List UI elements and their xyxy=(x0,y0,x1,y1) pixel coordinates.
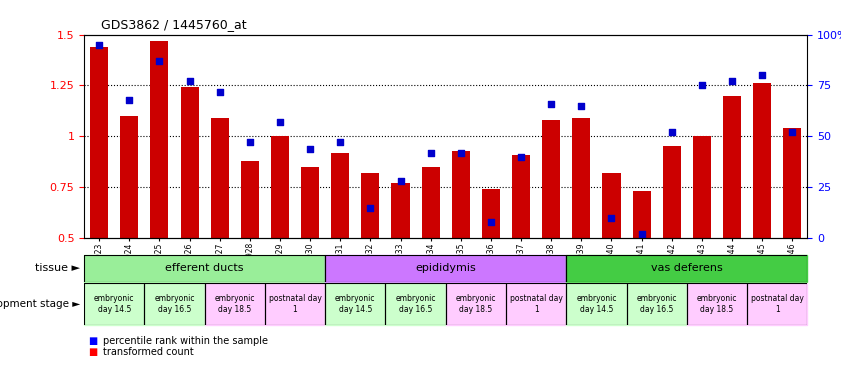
Bar xyxy=(566,255,807,282)
Bar xyxy=(627,283,687,325)
Bar xyxy=(421,167,440,238)
Bar xyxy=(120,116,138,238)
Point xyxy=(394,178,407,184)
Bar xyxy=(301,167,319,238)
Bar xyxy=(446,283,506,325)
Text: embryonic
day 16.5: embryonic day 16.5 xyxy=(637,295,677,314)
Bar xyxy=(753,83,771,238)
Text: embryonic
day 14.5: embryonic day 14.5 xyxy=(576,295,616,314)
Bar xyxy=(362,173,379,238)
Bar xyxy=(84,255,325,282)
Bar xyxy=(391,183,410,238)
Text: embryonic
day 18.5: embryonic day 18.5 xyxy=(696,295,738,314)
Bar xyxy=(566,283,627,325)
Text: epididymis: epididymis xyxy=(415,263,476,273)
Point xyxy=(696,83,709,89)
Bar xyxy=(663,147,680,238)
Text: transformed count: transformed count xyxy=(103,347,193,357)
Point xyxy=(363,204,377,210)
Point xyxy=(785,129,799,135)
Text: ■: ■ xyxy=(88,336,98,346)
Text: postnatal day
1: postnatal day 1 xyxy=(751,295,804,314)
Bar xyxy=(512,155,530,238)
Text: vas deferens: vas deferens xyxy=(651,263,722,273)
Bar xyxy=(723,96,741,238)
Bar xyxy=(181,88,198,238)
Bar xyxy=(747,283,807,325)
Bar xyxy=(331,152,349,238)
Text: GDS3862 / 1445760_at: GDS3862 / 1445760_at xyxy=(101,18,246,31)
Point xyxy=(182,78,196,84)
Point xyxy=(665,129,679,135)
Text: postnatal day
1: postnatal day 1 xyxy=(268,295,321,314)
Point xyxy=(605,215,618,221)
Bar xyxy=(90,47,108,238)
Bar xyxy=(542,120,560,238)
Text: ■: ■ xyxy=(88,347,98,357)
Point xyxy=(574,103,588,109)
Point xyxy=(93,42,106,48)
Point xyxy=(484,219,498,225)
Text: embryonic
day 18.5: embryonic day 18.5 xyxy=(214,295,255,314)
Point xyxy=(334,139,347,146)
Bar xyxy=(210,118,229,238)
Point xyxy=(454,149,468,156)
Point xyxy=(243,139,257,146)
Point xyxy=(304,146,317,152)
Point xyxy=(515,154,528,160)
Point xyxy=(635,231,648,237)
Bar xyxy=(693,136,711,238)
Point xyxy=(725,78,738,84)
Text: embryonic
day 18.5: embryonic day 18.5 xyxy=(456,295,496,314)
Text: embryonic
day 16.5: embryonic day 16.5 xyxy=(154,295,195,314)
Bar xyxy=(506,283,566,325)
Point xyxy=(755,72,769,78)
Bar xyxy=(145,283,204,325)
Point xyxy=(153,58,167,64)
Bar xyxy=(572,118,590,238)
Text: development stage ►: development stage ► xyxy=(0,299,80,309)
Point xyxy=(424,149,437,156)
Bar xyxy=(452,151,470,238)
Bar xyxy=(241,161,259,238)
Bar xyxy=(482,189,500,238)
Point xyxy=(273,119,287,125)
Point xyxy=(213,88,226,94)
Bar xyxy=(204,283,265,325)
Text: embryonic
day 16.5: embryonic day 16.5 xyxy=(395,295,436,314)
Bar xyxy=(783,128,801,238)
Bar xyxy=(632,191,651,238)
Bar xyxy=(602,173,621,238)
Text: tissue ►: tissue ► xyxy=(34,263,80,273)
Bar xyxy=(151,41,168,238)
Bar xyxy=(325,283,385,325)
Text: postnatal day
1: postnatal day 1 xyxy=(510,295,563,314)
Bar xyxy=(265,283,325,325)
Bar xyxy=(385,283,446,325)
Bar xyxy=(325,255,566,282)
Text: embryonic
day 14.5: embryonic day 14.5 xyxy=(94,295,135,314)
Text: efferent ducts: efferent ducts xyxy=(166,263,244,273)
Bar xyxy=(271,136,289,238)
Bar xyxy=(687,283,747,325)
Bar xyxy=(84,283,145,325)
Text: embryonic
day 14.5: embryonic day 14.5 xyxy=(335,295,376,314)
Point xyxy=(123,97,136,103)
Text: percentile rank within the sample: percentile rank within the sample xyxy=(103,336,267,346)
Point xyxy=(544,101,558,107)
